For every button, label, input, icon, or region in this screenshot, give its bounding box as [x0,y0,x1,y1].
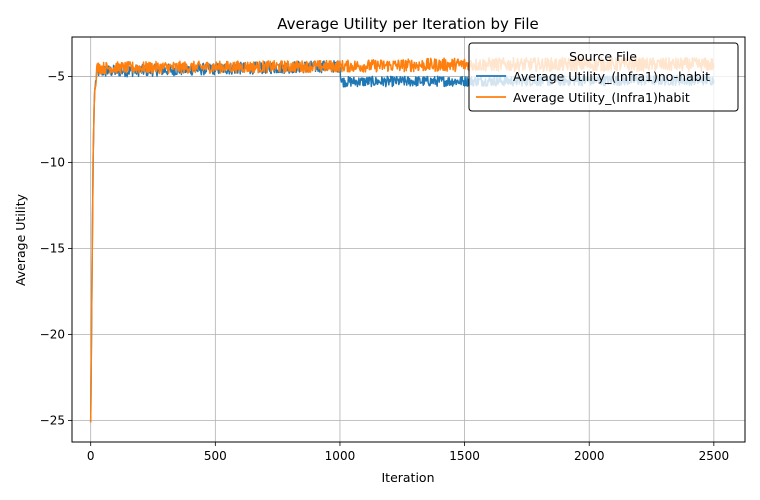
y-axis-title: Average Utility [13,193,28,286]
x-tick-label: 1500 [449,449,480,463]
legend-box [468,42,739,112]
y-tick-label: −20 [40,328,65,342]
axis-ticks: 0 500 1000 1500 2000 2500 −25 −20 −15 −10 −5 [40,70,729,463]
legend-label-habit: Average Utility_(Infra1)habit [513,90,690,105]
legend: Source File Average Utility_(Infra1)no-h… [468,42,739,112]
x-tick-label: 1000 [325,449,356,463]
y-tick-label: −10 [40,156,65,170]
x-tick-label: 2500 [699,449,730,463]
x-tick-label: 0 [87,449,95,463]
x-tick-label: 500 [204,449,227,463]
legend-title: Source File [569,49,637,64]
chart-title: Average Utility per Iteration by File [277,15,539,33]
legend-label-no-habit: Average Utility_(Infra1)no-habit [513,69,710,84]
y-tick-label: −15 [40,242,65,256]
x-axis-title: Iteration [381,470,434,485]
x-tick-label: 2000 [574,449,605,463]
plot-frame [71,36,746,443]
y-tick-label: −5 [47,70,65,84]
y-tick-label: −25 [40,414,65,428]
